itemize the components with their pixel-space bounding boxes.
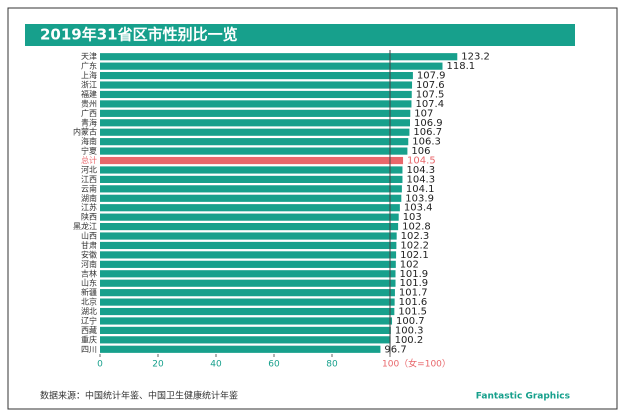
y-tick-label: 江苏 [81,202,97,212]
y-tick-label: 西藏 [81,325,97,335]
bar [100,336,391,343]
y-tick-label: 辽宁 [81,315,97,325]
x-tick-label: 40 [210,360,222,370]
x-tick-label: 20 [152,360,164,370]
bar [100,308,394,315]
bar [100,166,402,173]
bar [100,185,402,192]
y-tick-label: 云南 [81,183,97,193]
bar [100,280,396,287]
y-tick-label: 北京 [81,297,97,307]
y-tick-label: 贵州 [81,98,97,108]
bar [100,261,396,268]
y-tick-label: 陕西 [81,212,97,222]
bar [100,223,398,230]
y-tick-label: 江西 [81,175,97,184]
bar [100,289,395,296]
bar [100,251,396,258]
y-tick-label: 湖北 [81,307,97,316]
bar [100,148,407,155]
y-tick-label: 海南 [81,136,97,146]
y-tick-label: 吉林 [81,268,97,278]
y-tick-label: 福建 [81,89,97,99]
chart: 2019年31省区市性别比一览 数据来源：中国统计年鉴、中国卫生健康统计年鉴 F… [0,0,625,417]
bar [100,72,413,79]
bar [100,91,412,98]
bar [100,176,402,183]
bar [100,317,392,324]
y-tick-label: 内蒙古 [73,127,97,137]
bar [100,214,399,221]
bar [100,327,391,334]
source: 数据来源：中国统计年鉴、中国卫生健康统计年鉴 [40,390,238,402]
y-tick-label: 广西 [81,108,97,118]
y-tick-label: 湖南 [81,193,97,203]
y-tick-label: 四川 [81,345,97,354]
bar [100,63,442,70]
bar [100,157,403,164]
bar [100,270,396,277]
y-tick-label: 上海 [81,70,97,80]
y-tick-label: 黑龙江 [73,221,97,231]
bar [100,242,396,249]
y-tick-label: 安徽 [81,249,97,259]
bar [100,119,410,126]
brand: Fantastic Graphics [476,392,570,402]
x-tick-label: 80 [326,360,338,370]
bar [100,204,400,211]
bar [100,53,457,60]
value-label: 96.7 [384,344,406,355]
x-tick-label: 0 [97,360,103,370]
chart-title: 2019年31省区市性别比一览 [40,26,238,44]
bar [100,81,412,88]
value-label: 118.1 [446,61,475,72]
y-tick-label: 总计 [81,155,97,165]
y-tick-label: 天津 [81,51,97,61]
y-tick-label: 宁夏 [81,146,97,156]
y-tick-label: 山西 [81,231,97,241]
y-tick-label: 广东 [81,61,97,71]
bar [100,100,411,107]
y-tick-label: 河南 [81,259,97,269]
bar [100,138,408,145]
bar [100,232,397,239]
y-tick-label: 新疆 [81,287,97,297]
bar [100,346,380,353]
y-tick-label: 重庆 [81,334,97,344]
bar [100,129,409,136]
bar [100,299,395,306]
bar [100,195,401,202]
y-tick-label: 青海 [81,117,97,127]
x-tick-label: 60 [268,360,280,370]
y-tick-label: 浙江 [81,80,97,90]
bar [100,110,410,117]
y-tick-label: 河北 [81,164,97,174]
y-tick-label: 甘肃 [81,240,97,250]
y-tick-label: 山东 [81,278,97,288]
x-tick-label: 100（女=100） [382,358,451,370]
